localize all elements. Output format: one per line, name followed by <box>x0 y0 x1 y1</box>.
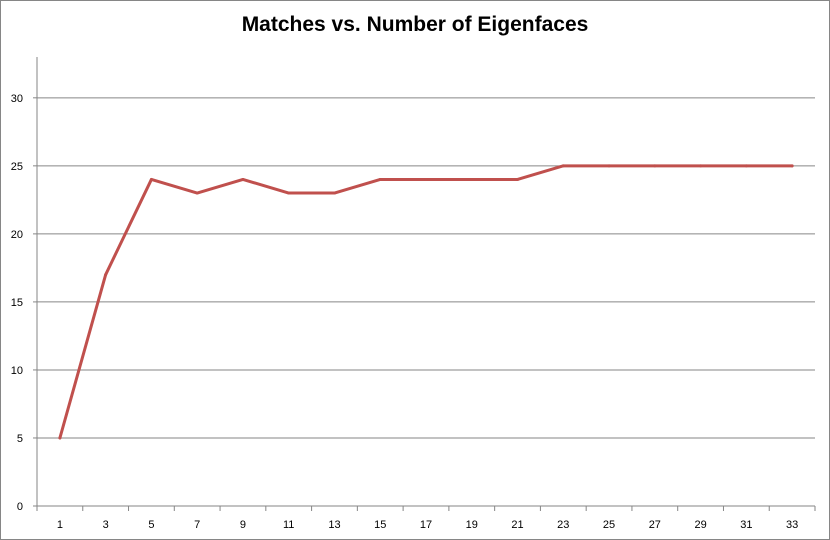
y-tick-label: 5 <box>17 433 23 445</box>
x-tick-label: 17 <box>420 519 432 531</box>
x-tick-label: 23 <box>557 519 569 531</box>
x-tick-label: 1 <box>57 519 63 531</box>
x-tick-label: 19 <box>466 519 478 531</box>
data-point <box>470 177 474 181</box>
data-point <box>332 191 336 195</box>
data-point <box>104 273 108 277</box>
data-point <box>699 164 703 168</box>
x-tick-label: 15 <box>374 519 386 531</box>
x-tick-label: 7 <box>194 519 200 531</box>
x-tick-label: 11 <box>283 519 294 531</box>
data-point <box>744 164 748 168</box>
data-point <box>424 177 428 181</box>
data-point <box>287 191 291 195</box>
chart-title: Matches vs. Number of Eigenfaces <box>241 13 589 36</box>
data-point <box>195 191 199 195</box>
y-tick-label: 15 <box>11 297 23 309</box>
y-tick-label: 0 <box>17 501 23 513</box>
y-tick-label: 20 <box>11 229 23 241</box>
data-point <box>607 164 611 168</box>
x-tick-label: 27 <box>649 519 661 531</box>
y-tick-label: 25 <box>11 161 23 173</box>
x-tick-label: 29 <box>694 519 706 531</box>
data-point <box>378 177 382 181</box>
data-point <box>790 164 794 168</box>
x-tick-label: 5 <box>148 519 154 531</box>
y-tick-label: 10 <box>11 365 23 377</box>
x-tick-label: 13 <box>328 519 340 531</box>
data-point <box>149 177 153 181</box>
data-point <box>516 177 520 181</box>
data-point <box>561 164 565 168</box>
data-point <box>653 164 657 168</box>
x-tick-label: 3 <box>103 519 109 531</box>
x-tick-label: 33 <box>786 519 798 531</box>
data-point <box>58 436 62 440</box>
x-tick-label: 31 <box>740 519 752 531</box>
x-tick-label: 9 <box>240 519 246 531</box>
x-tick-label: 25 <box>603 519 615 531</box>
data-point <box>241 177 245 181</box>
y-tick-label: 30 <box>11 93 23 105</box>
x-tick-label: 21 <box>511 519 523 531</box>
